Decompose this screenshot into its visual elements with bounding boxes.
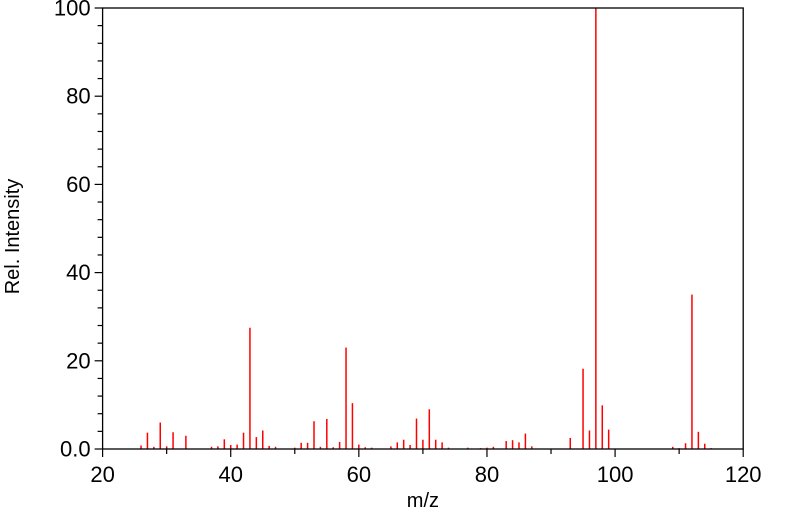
svg-text:100: 100 — [597, 462, 634, 487]
svg-text:40: 40 — [218, 462, 242, 487]
svg-text:40: 40 — [66, 260, 90, 285]
svg-text:120: 120 — [725, 462, 762, 487]
svg-text:80: 80 — [66, 84, 90, 109]
svg-text:0.0: 0.0 — [60, 437, 91, 462]
svg-text:20: 20 — [66, 348, 90, 373]
svg-text:100: 100 — [54, 0, 91, 21]
svg-text:m/z: m/z — [407, 490, 439, 512]
svg-text:60: 60 — [66, 172, 90, 197]
svg-text:80: 80 — [475, 462, 499, 487]
svg-text:20: 20 — [90, 462, 114, 487]
svg-text:Rel. Intensity: Rel. Intensity — [2, 179, 24, 295]
svg-text:60: 60 — [347, 462, 371, 487]
